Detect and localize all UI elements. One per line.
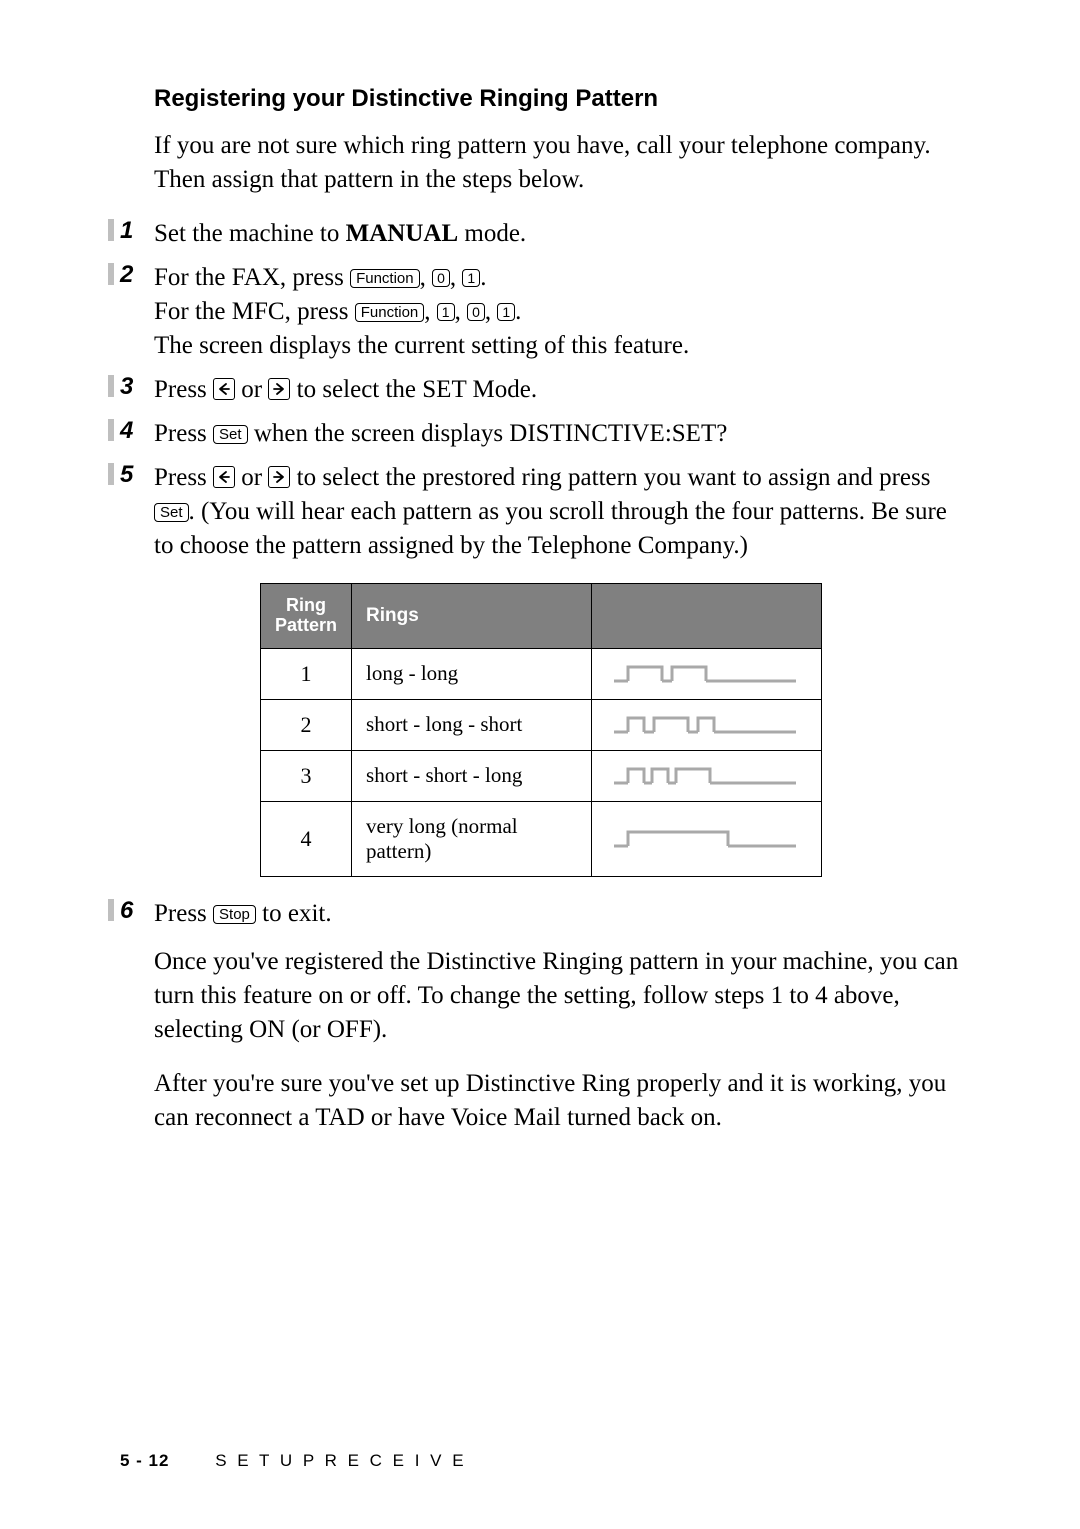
table-row: 2short - long - short: [261, 699, 822, 750]
rings-description: short - short - long: [352, 750, 592, 801]
step-number: 6: [120, 897, 154, 925]
step-text: mode.: [458, 220, 526, 247]
step-text: to exit.: [262, 900, 331, 927]
table-row: 3short - short - long: [261, 750, 822, 801]
paragraph: After you're sure you've set up Distinct…: [154, 1067, 970, 1135]
step-text: to select the SET Mode.: [297, 376, 537, 403]
ring-pattern-table: Ring Pattern Rings 1long - long2short - …: [260, 583, 822, 877]
step-1: 1 Set the machine to MANUAL mode.: [120, 217, 970, 251]
table-header-wave: [592, 584, 822, 649]
function-key: Function: [355, 303, 425, 322]
step-number: 1: [120, 217, 154, 245]
step-text: to select the prestored ring pattern you…: [297, 464, 931, 491]
stop-key: Stop: [213, 905, 256, 924]
wave-diagram: [592, 750, 822, 801]
manual-mode-label: MANUAL: [346, 220, 459, 247]
step-number: 3: [120, 373, 154, 401]
table-header-pattern: Ring Pattern: [261, 584, 352, 649]
pattern-number: 1: [261, 648, 352, 699]
step-number: 2: [120, 261, 154, 289]
set-key: Set: [213, 425, 248, 444]
step-body: Press Stop to exit.: [154, 897, 970, 931]
table-row: 4very long (normal pattern): [261, 801, 822, 876]
wave-diagram: [592, 648, 822, 699]
header-text: Pattern: [275, 615, 337, 635]
step-text: or: [241, 376, 268, 403]
rings-description: short - long - short: [352, 699, 592, 750]
header-text: Ring: [286, 595, 326, 615]
step-body: Press Set when the screen displays DISTI…: [154, 417, 970, 451]
left-arrow-key: [213, 378, 235, 400]
step-5: 5 Press or to select the prestored ring …: [120, 461, 970, 563]
step-text: For the FAX, press: [154, 264, 350, 291]
wave-diagram: [592, 801, 822, 876]
page-footer: 5 - 12 S E T U P R E C E I V E: [120, 1451, 467, 1471]
paragraph: Once you've registered the Distinctive R…: [154, 945, 970, 1047]
step-text: Press: [154, 464, 213, 491]
step-text: . (You will hear each pattern as you scr…: [154, 498, 947, 559]
zero-key: 0: [432, 269, 450, 287]
one-key: 1: [462, 269, 480, 287]
one-key: 1: [497, 303, 515, 321]
step-3: 3 Press or to select the SET Mode.: [120, 373, 970, 407]
right-arrow-key: [268, 466, 290, 488]
step-4: 4 Press Set when the screen displays DIS…: [120, 417, 970, 451]
step-text: or: [241, 464, 268, 491]
step-text: Press: [154, 900, 213, 927]
step-text: when the screen displays DISTINCTIVE:SET…: [254, 420, 728, 447]
wave-diagram: [592, 699, 822, 750]
step-body: Press or to select the prestored ring pa…: [154, 461, 970, 563]
table-header-rings: Rings: [352, 584, 592, 649]
pattern-number: 4: [261, 801, 352, 876]
one-key: 1: [437, 303, 455, 321]
left-arrow-key: [213, 466, 235, 488]
rings-description: very long (normal pattern): [352, 801, 592, 876]
step-text: Press: [154, 420, 213, 447]
rings-description: long - long: [352, 648, 592, 699]
step-body: For the FAX, press Function, 0, 1. For t…: [154, 261, 970, 363]
step-text: For the MFC, press: [154, 298, 355, 325]
right-arrow-key: [268, 378, 290, 400]
pattern-number: 2: [261, 699, 352, 750]
function-key: Function: [350, 269, 420, 288]
pattern-number: 3: [261, 750, 352, 801]
set-key: Set: [154, 503, 189, 522]
step-2: 2 For the FAX, press Function, 0, 1. For…: [120, 261, 970, 363]
step-body: Press or to select the SET Mode.: [154, 373, 970, 407]
step-text: Set the machine to: [154, 220, 346, 247]
zero-key: 0: [467, 303, 485, 321]
section-name: S E T U P R E C E I V E: [215, 1451, 466, 1470]
section-heading: Registering your Distinctive Ringing Pat…: [154, 85, 970, 113]
step-text: The screen displays the current setting …: [154, 332, 689, 359]
step-body: Set the machine to MANUAL mode.: [154, 217, 970, 251]
step-6: 6 Press Stop to exit.: [120, 897, 970, 931]
step-number: 4: [120, 417, 154, 445]
step-text: Press: [154, 376, 213, 403]
step-number: 5: [120, 461, 154, 489]
intro-paragraph: If you are not sure which ring pattern y…: [154, 129, 970, 197]
table-row: 1long - long: [261, 648, 822, 699]
page-number: 5 - 12: [120, 1451, 169, 1470]
